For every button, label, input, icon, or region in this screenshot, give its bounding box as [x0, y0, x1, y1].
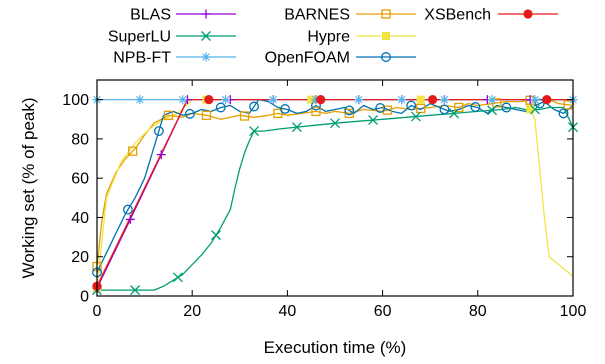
data-point-openfoam [439, 104, 450, 115]
data-point-barnes [344, 108, 354, 119]
data-point-superlu [368, 115, 379, 126]
series-line-blas [96, 98, 573, 289]
data-point-barnes [273, 108, 283, 119]
data-point-openfoam [122, 204, 133, 215]
legend-label-barnes: BARNES [284, 7, 350, 24]
x-tick-label: 0 [93, 303, 102, 320]
y-tick-label: 0 [80, 289, 89, 306]
data-point-openfoam [344, 105, 355, 116]
series-line-openfoam [96, 98, 574, 273]
data-point-openfoam [184, 108, 195, 119]
data-point-xsbench [204, 95, 214, 105]
data-point-openfoam [215, 102, 226, 113]
legend-marker-npb-ft [201, 52, 211, 62]
data-point-superlu [487, 105, 498, 116]
data-point-barnes [454, 102, 464, 113]
series-line-xsbench [96, 98, 573, 287]
data-point-barnes [239, 111, 250, 121]
data-point-npb-ft [135, 95, 145, 105]
data-point-npb-ft [268, 95, 278, 105]
data-point-hypre [307, 95, 316, 104]
data-point-openfoam [501, 102, 512, 113]
data-point-hypre [526, 105, 535, 114]
legend-marker-barnes [381, 9, 391, 19]
y-tick-label: 100 [62, 92, 89, 109]
y-axis-label: Working set (% of peak) [19, 97, 38, 278]
data-point-superlu [172, 272, 183, 283]
data-point-xsbench [542, 95, 552, 105]
legend-marker-hypre [382, 32, 390, 40]
data-point-superlu [291, 122, 302, 133]
legend: BLAS SuperLU NPB-FT BARNES Hypre OpenFOAM XSBe… [108, 7, 558, 67]
legend-marker-blas [201, 9, 211, 19]
data-point-superlu [529, 104, 540, 115]
data-point-xsbench [316, 95, 326, 105]
data-point-npb-ft [354, 95, 364, 105]
data-point-openfoam [375, 103, 386, 113]
data-point-barnes [382, 105, 393, 115]
y-tick-label: 60 [71, 171, 89, 188]
series-line-hypre [96, 98, 574, 289]
y-tick-label: 40 [71, 210, 89, 227]
x-tick-label: 100 [560, 303, 587, 320]
data-point-xsbench [427, 95, 438, 105]
legend-label-npb-ft: NPB-FT [113, 50, 171, 67]
legend-marker-xsbench [523, 9, 533, 19]
x-axis-label: Execution time (%) [264, 338, 407, 357]
y-tick-label: 80 [71, 131, 89, 148]
data-point-barnes [492, 98, 502, 108]
data-point-barnes [128, 146, 138, 156]
data-point-openfoam [558, 108, 569, 119]
x-tick-label: 80 [469, 303, 487, 320]
data-point-superlu [410, 111, 421, 122]
data-point-openfoam [406, 100, 417, 111]
data-point-blas [156, 150, 166, 160]
legend-label-xsbench: XSBench [424, 7, 491, 24]
data-point-superlu [130, 285, 141, 296]
legend-marker-superlu [201, 31, 211, 41]
legend-label-blas: BLAS [130, 7, 171, 24]
data-point-npb-ft [178, 95, 188, 105]
x-tick-label: 20 [183, 303, 201, 320]
data-point-openfoam [470, 102, 481, 112]
data-point-barnes [563, 100, 573, 110]
axis-ticks: 0 20 40 60 80 100 0 20 40 60 80 100 [62, 80, 586, 320]
plot-markers [92, 95, 578, 296]
series-line-superlu [97, 106, 574, 291]
legend-label-superlu: SuperLU [108, 29, 171, 46]
legend-label-openfoam: OpenFOAM [265, 50, 350, 67]
plot-frame [96, 79, 574, 297]
data-point-barnes [311, 106, 321, 117]
data-point-npb-ft [487, 95, 497, 105]
plot-lines [96, 98, 574, 291]
x-tick-label: 40 [279, 303, 297, 320]
data-point-openfoam [280, 104, 290, 114]
data-point-superlu [249, 126, 260, 137]
data-point-npb-ft [311, 95, 321, 105]
data-point-superlu [211, 230, 221, 241]
data-point-barnes [201, 110, 212, 120]
data-point-openfoam [153, 126, 164, 137]
data-point-npb-ft [439, 95, 449, 105]
data-point-npb-ft [397, 95, 407, 105]
x-tick-label: 60 [374, 303, 392, 320]
data-point-hypre [416, 95, 425, 104]
series-line-barnes [96, 98, 574, 267]
data-point-blas [125, 214, 135, 224]
y-tick-label: 20 [71, 249, 89, 266]
data-point-superlu [449, 108, 459, 119]
data-point-npb-ft [530, 95, 540, 105]
data-point-superlu [330, 118, 340, 129]
data-point-barnes [163, 110, 174, 120]
legend-marker-openfoam [381, 52, 391, 62]
data-point-npb-ft [221, 95, 231, 105]
legend-label-hypre: Hypre [307, 29, 350, 46]
data-point-openfoam [249, 101, 260, 112]
